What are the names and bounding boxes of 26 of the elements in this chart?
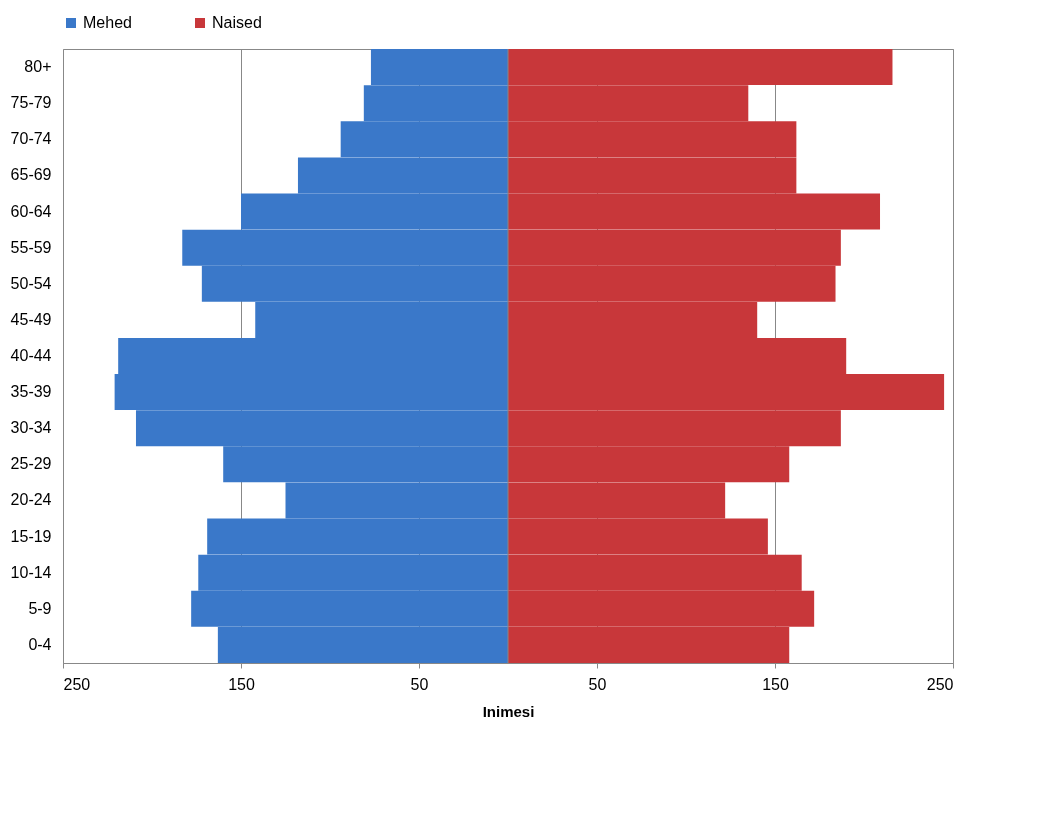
y-tick-label: 55-59 (10, 238, 52, 256)
y-tick-label: 20-24 (10, 491, 52, 509)
y-tick-label: 10-14 (10, 563, 52, 581)
y-tick-label: 25-29 (10, 455, 52, 473)
x-tick-label: 150 (762, 675, 789, 693)
x-tick-label: 50 (410, 675, 429, 693)
x-tick-label: 50 (588, 675, 607, 693)
x-tick-label: 150 (228, 675, 255, 693)
y-tick-label: 50-54 (10, 274, 52, 292)
x-tick-label: 250 (926, 675, 954, 693)
y-tick-label: 45-49 (10, 310, 52, 328)
legend-label: Naised (212, 14, 262, 31)
y-tick-label: 70-74 (10, 130, 52, 148)
legend-label: Mehed (83, 14, 132, 31)
y-tick-label: 5-9 (28, 599, 52, 617)
y-tick-label: 75-79 (10, 94, 52, 112)
y-tick-label: 35-39 (10, 383, 52, 401)
y-tick-label: 65-69 (10, 166, 52, 184)
x-axis-title: Inimesi (482, 702, 535, 720)
y-tick-label: 0-4 (28, 635, 52, 653)
y-tick-label: 60-64 (10, 202, 52, 220)
y-tick-label: 40-44 (10, 347, 52, 364)
x-tick-label: 250 (63, 675, 91, 693)
y-tick-label: 30-34 (10, 419, 52, 437)
y-tick-label: 15-19 (10, 527, 52, 545)
y-tick-label: 80+ (24, 58, 52, 76)
